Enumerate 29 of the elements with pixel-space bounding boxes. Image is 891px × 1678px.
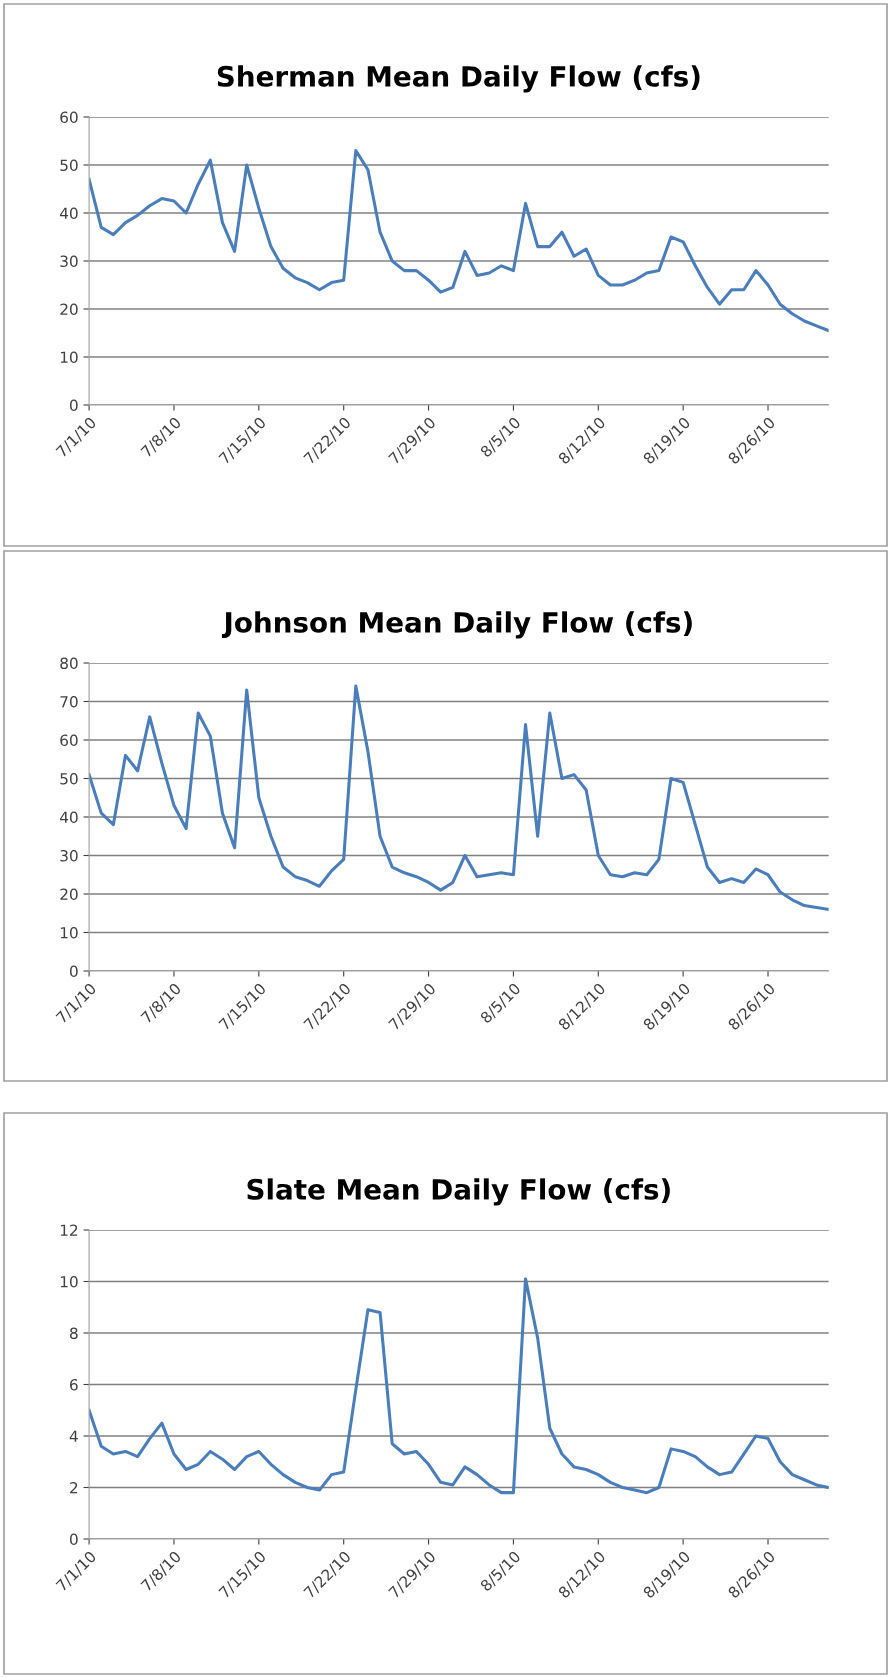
y-tick-label: 80 [60,657,78,670]
y-tick-label: 20 [60,888,78,901]
y-tick-label: 2 [70,1481,78,1494]
y-tick-label: 20 [60,303,78,316]
y-tick-label: 10 [60,351,78,364]
y-tick-label: 40 [59,207,78,220]
y-tick-label: 6 [70,1378,78,1391]
chart-title: Slate Mean Daily Flow (cfs) [247,1178,670,1206]
y-tick-label: 60 [60,111,78,124]
y-tick-label: 0 [69,965,78,978]
y-tick-label: 10 [60,1275,78,1288]
line-series [89,149,829,333]
line-series [89,684,829,911]
y-tick-label: 30 [60,849,78,862]
chart-title: Sherman Mean Daily Flow (cfs) [217,65,700,93]
y-tick-label: 12 [60,1224,78,1236]
y-tick-label: 50 [60,772,78,785]
line-series [89,1277,829,1495]
y-tick-label: 0 [69,399,78,412]
y-tick-label: 0 [69,1533,78,1546]
y-tick-label: 8 [70,1327,78,1340]
y-tick-label: 40 [59,811,78,824]
chart-title: Johnson Mean Daily Flow (cfs) [221,611,692,639]
y-tick-label: 60 [60,734,78,747]
y-tick-label: 30 [60,255,78,268]
y-tick-label: 4 [69,1430,78,1442]
y-tick-label: 10 [60,926,78,939]
y-tick-label: 50 [60,159,78,172]
y-tick-label: 70 [60,695,78,708]
